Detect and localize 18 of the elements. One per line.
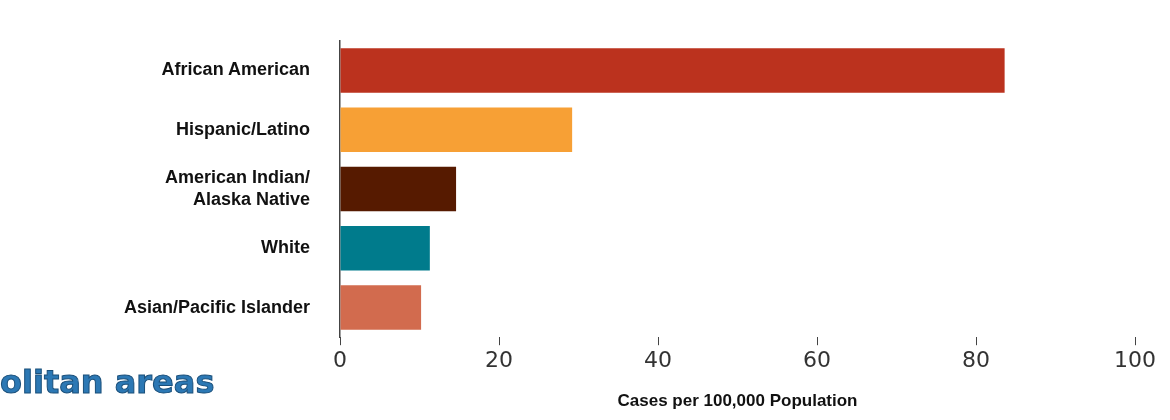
bar <box>340 285 422 330</box>
x-tick-label: 40 <box>644 347 672 373</box>
y-tick-label: White <box>261 237 310 258</box>
x-tick-label: 100 <box>1114 347 1156 373</box>
bar <box>340 226 430 271</box>
bar <box>340 166 457 212</box>
x-tick-label: 80 <box>962 347 990 373</box>
x-tick-label: 0 <box>333 347 347 373</box>
y-tick-label: Hispanic/Latino <box>175 118 310 139</box>
y-tick-label: American Indian/ Alaska Native <box>164 167 310 209</box>
y-tick-label: African American <box>161 59 310 80</box>
text: olitan areas <box>0 363 215 402</box>
x-tick-label: 60 <box>803 347 831 373</box>
bar <box>340 107 573 152</box>
y-tick-label: Asian/Pacific Islander <box>123 296 310 317</box>
bar <box>340 48 1005 93</box>
x-axis-title: Cases per 100,000 Population <box>617 391 858 411</box>
x-tick-label: 20 <box>485 347 513 373</box>
